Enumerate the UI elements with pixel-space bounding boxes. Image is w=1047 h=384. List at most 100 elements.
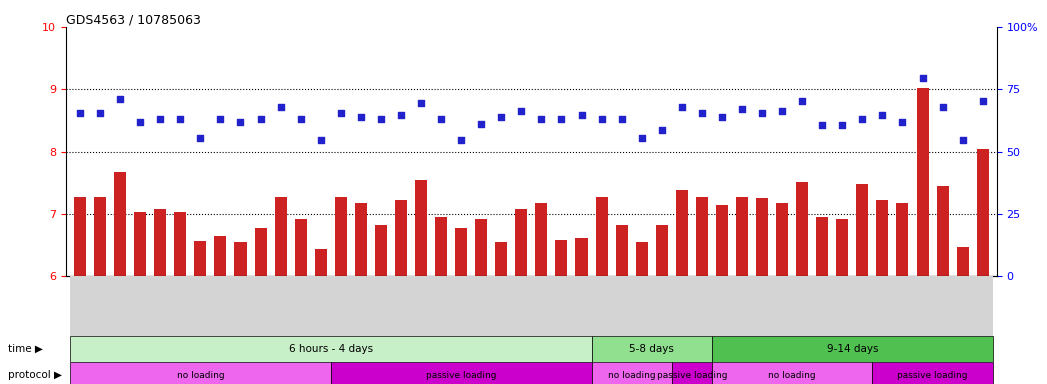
Bar: [491, 276, 511, 336]
Bar: [631, 276, 651, 336]
Point: [734, 106, 751, 113]
Bar: [270, 276, 291, 336]
Bar: [872, 276, 892, 336]
Bar: [872, 362, 993, 384]
Bar: [110, 276, 130, 336]
Bar: [395, 200, 407, 276]
Point: [312, 137, 329, 144]
Bar: [515, 209, 528, 276]
Bar: [876, 200, 889, 276]
Bar: [712, 276, 732, 336]
Text: passive loading: passive loading: [656, 371, 727, 380]
Point: [954, 137, 971, 144]
Point: [252, 116, 269, 122]
Bar: [335, 197, 347, 276]
Bar: [471, 276, 491, 336]
Bar: [651, 276, 672, 336]
Bar: [756, 199, 768, 276]
Text: no loading: no loading: [768, 371, 816, 380]
Point: [673, 104, 690, 110]
Bar: [294, 219, 307, 276]
Bar: [655, 225, 668, 276]
Bar: [130, 276, 150, 336]
Text: passive loading: passive loading: [897, 371, 967, 380]
Point: [934, 104, 951, 110]
Bar: [451, 276, 471, 336]
Bar: [957, 247, 968, 276]
Bar: [254, 228, 267, 276]
Bar: [371, 276, 391, 336]
Point: [794, 98, 810, 104]
Bar: [511, 276, 531, 336]
Text: 6 hours - 4 days: 6 hours - 4 days: [289, 344, 373, 354]
Bar: [772, 276, 793, 336]
Bar: [315, 249, 327, 276]
Bar: [114, 172, 126, 276]
Bar: [832, 276, 852, 336]
Point: [473, 121, 490, 127]
Point: [373, 116, 389, 122]
Bar: [411, 276, 431, 336]
Point: [413, 100, 429, 106]
Bar: [134, 212, 147, 276]
Bar: [235, 242, 246, 276]
Bar: [552, 276, 572, 336]
Bar: [572, 276, 592, 336]
Point: [714, 114, 731, 121]
Point: [192, 135, 208, 141]
Bar: [195, 241, 206, 276]
Bar: [937, 186, 949, 276]
Text: 5-8 days: 5-8 days: [629, 344, 674, 354]
Bar: [331, 276, 351, 336]
Bar: [375, 225, 387, 276]
Point: [975, 98, 992, 104]
Bar: [752, 276, 772, 336]
Point: [614, 116, 630, 122]
Point: [172, 116, 188, 122]
Bar: [672, 276, 692, 336]
Point: [92, 110, 109, 116]
Point: [353, 114, 370, 121]
Point: [213, 116, 229, 122]
Point: [833, 122, 850, 129]
Point: [432, 116, 449, 122]
Bar: [712, 362, 872, 384]
Bar: [592, 276, 611, 336]
Bar: [436, 217, 447, 276]
Bar: [596, 197, 607, 276]
Bar: [351, 276, 371, 336]
Text: GDS4563 / 10785063: GDS4563 / 10785063: [66, 13, 201, 26]
Bar: [977, 149, 988, 276]
Point: [452, 137, 469, 144]
Point: [112, 96, 129, 102]
Bar: [852, 276, 872, 336]
Point: [152, 116, 169, 122]
Bar: [837, 219, 848, 276]
Bar: [793, 276, 812, 336]
Text: passive loading: passive loading: [426, 371, 496, 380]
Point: [573, 113, 589, 119]
Bar: [291, 276, 311, 336]
Bar: [636, 242, 648, 276]
Bar: [94, 197, 106, 276]
Bar: [70, 362, 331, 384]
Point: [633, 135, 650, 141]
Bar: [74, 197, 86, 276]
Bar: [611, 276, 631, 336]
Point: [914, 75, 931, 81]
Point: [854, 116, 871, 122]
Bar: [171, 276, 191, 336]
Bar: [672, 362, 712, 384]
Bar: [776, 203, 788, 276]
Bar: [174, 212, 186, 276]
Point: [533, 116, 550, 122]
Point: [71, 110, 88, 116]
Bar: [973, 276, 993, 336]
Bar: [796, 182, 808, 276]
Point: [493, 114, 510, 121]
Text: time ▶: time ▶: [8, 344, 43, 354]
Bar: [70, 276, 90, 336]
Bar: [913, 276, 933, 336]
Bar: [892, 276, 913, 336]
Bar: [692, 276, 712, 336]
